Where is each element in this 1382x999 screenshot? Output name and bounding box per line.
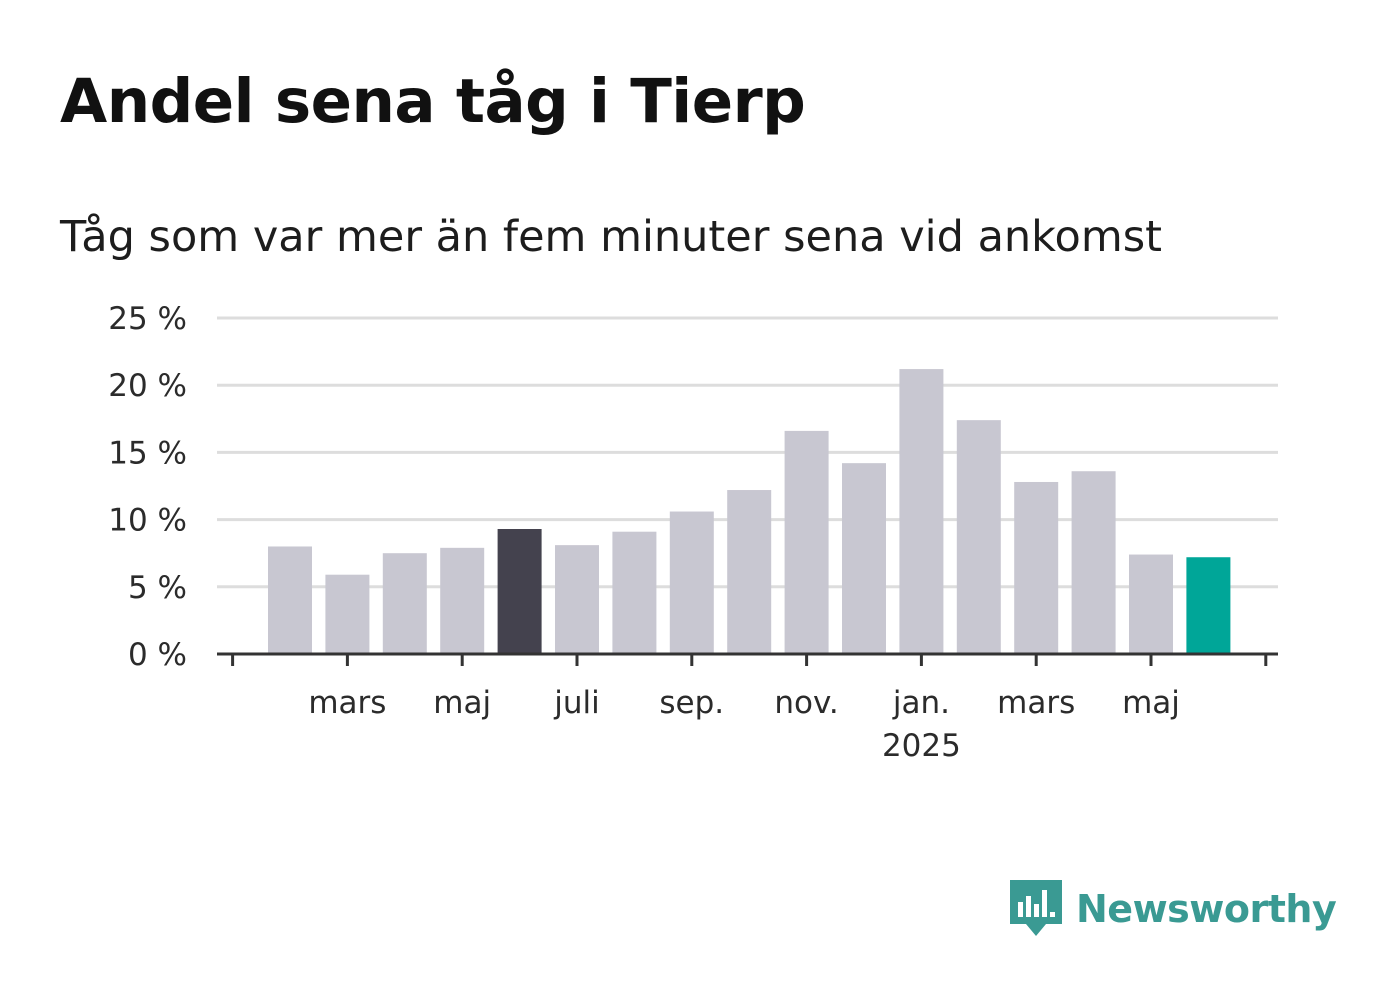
bar-2024-11 (784, 430, 829, 654)
brand-name: Newsworthy (1076, 887, 1337, 931)
bar-2024-03 (325, 574, 370, 654)
bar-2025-04 (1071, 471, 1116, 654)
bar-2024-08 (612, 531, 657, 654)
x-tick-year-label: 2025 (882, 728, 961, 764)
x-tick-label: sep. (659, 685, 724, 721)
x-tick-label: mars (308, 685, 386, 721)
x-tick-label: maj (1122, 685, 1180, 721)
newsworthy-logo-icon (1010, 880, 1062, 936)
x-tick-label: nov. (774, 685, 838, 721)
y-axis-labels: 0 % 5 % 10 % 15 % 20 % 25 % (108, 301, 187, 673)
bar-2024-09 (669, 511, 714, 654)
y-tick-label: 20 % (108, 368, 187, 404)
bar-2024-04 (382, 553, 427, 654)
chart-subtitle: Tåg som var mer än fem minuter sena vid … (60, 212, 1163, 262)
bar-2025-06 (1186, 557, 1231, 654)
x-tick-label: jan. (892, 685, 950, 721)
y-tick-label: 25 % (108, 301, 187, 337)
y-tick-label: 10 % (108, 503, 187, 539)
bar-2024-07 (555, 545, 599, 654)
bar-2024-05 (440, 547, 485, 654)
bar-2024-02 (268, 546, 312, 654)
x-tick-label: mars (997, 685, 1075, 721)
x-tick-label: juli (553, 685, 600, 721)
newsworthy-logo: Newsworthy (1010, 878, 1337, 940)
chart-title: Andel sena tåg i Tierp (60, 66, 806, 137)
bar-2024-06 (497, 529, 542, 654)
y-tick-label: 5 % (128, 570, 187, 606)
bars (268, 369, 1231, 654)
y-tick-label: 0 % (128, 637, 187, 673)
bar-2025-01 (899, 369, 944, 654)
y-tick-label: 15 % (108, 435, 187, 471)
bar-2024-12 (842, 463, 886, 654)
bar-2025-05 (1129, 554, 1173, 654)
bar-2025-03 (1014, 481, 1059, 654)
bar-2024-10 (727, 490, 772, 654)
x-axis: mars maj juli sep. nov. jan. 2025 mars maj (217, 652, 1278, 764)
x-tick-label: maj (433, 685, 491, 721)
bar-2025-02 (956, 420, 1001, 654)
